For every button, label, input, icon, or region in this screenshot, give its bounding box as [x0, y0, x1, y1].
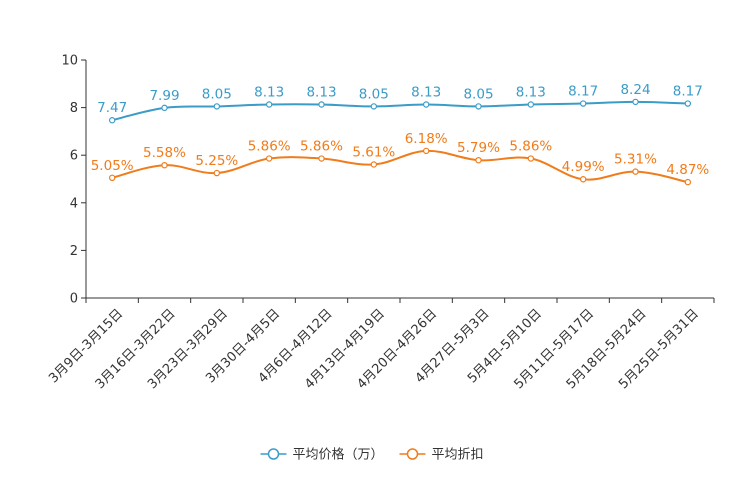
data-point[interactable] — [213, 103, 221, 110]
data-label: 5.25% — [195, 153, 238, 169]
data-point[interactable] — [161, 161, 168, 169]
data-label: 4.87% — [666, 162, 709, 178]
y-tick-label: 4 — [70, 196, 78, 211]
data-label: 6.18% — [405, 131, 448, 147]
data-point[interactable] — [370, 161, 378, 168]
y-tick-label: 0 — [70, 292, 78, 307]
legend-label[interactable]: 平均折扣 — [432, 448, 484, 463]
legend-circle-marker — [267, 448, 280, 460]
data-label: 5.86% — [248, 139, 291, 155]
data-label: 8.17 — [568, 84, 598, 100]
y-tick-label: 8 — [70, 101, 78, 116]
data-label: 5.31% — [614, 152, 657, 168]
data-label: 8.05 — [463, 86, 493, 102]
data-label: 5.61% — [352, 144, 395, 160]
data-point[interactable] — [527, 155, 535, 162]
legend-label[interactable]: 平均价格（万） — [293, 447, 384, 463]
data-point[interactable] — [632, 98, 639, 106]
y-tick-label: 10 — [61, 54, 78, 69]
y-tick-label: 2 — [70, 244, 78, 259]
data-label: 4.99% — [562, 159, 605, 175]
data-label: 5.05% — [91, 158, 134, 174]
data-point[interactable] — [527, 101, 535, 108]
data-point[interactable] — [265, 155, 273, 162]
data-point[interactable] — [265, 101, 273, 108]
data-point[interactable] — [161, 104, 168, 112]
data-label: 8.17 — [673, 84, 703, 100]
data-label: 8.24 — [620, 82, 650, 98]
data-point[interactable] — [475, 103, 482, 110]
data-label: 8.13 — [306, 85, 336, 101]
data-point[interactable] — [475, 156, 482, 164]
data-label: 5.79% — [457, 140, 500, 156]
data-label: 5.86% — [509, 139, 552, 155]
data-label: 7.99 — [149, 88, 179, 104]
data-point[interactable] — [684, 100, 692, 107]
data-label: 8.05 — [202, 86, 232, 102]
data-label: 5.58% — [143, 145, 186, 161]
data-point[interactable] — [370, 103, 378, 110]
data-label: 8.05 — [359, 86, 389, 102]
series-line-discount — [111, 149, 689, 184]
data-point[interactable] — [422, 101, 430, 108]
data-point[interactable] — [422, 147, 430, 155]
data-point[interactable] — [318, 101, 325, 108]
data-point[interactable] — [579, 100, 587, 107]
data-label: 8.13 — [516, 85, 546, 101]
data-point[interactable] — [632, 168, 639, 175]
series-line-price — [111, 100, 688, 122]
data-label: 5.86% — [300, 139, 343, 155]
data-label: 8.13 — [254, 85, 284, 101]
data-point[interactable] — [579, 176, 587, 183]
data-point[interactable] — [684, 178, 692, 186]
data-point[interactable] — [318, 155, 325, 162]
data-point[interactable] — [108, 174, 116, 182]
data-label: 8.13 — [411, 85, 441, 101]
data-point[interactable] — [108, 117, 116, 124]
legend-circle-marker — [406, 448, 419, 460]
y-tick-label: 6 — [70, 149, 78, 164]
data-point[interactable] — [213, 169, 221, 177]
data-label: 7.47 — [97, 100, 127, 116]
